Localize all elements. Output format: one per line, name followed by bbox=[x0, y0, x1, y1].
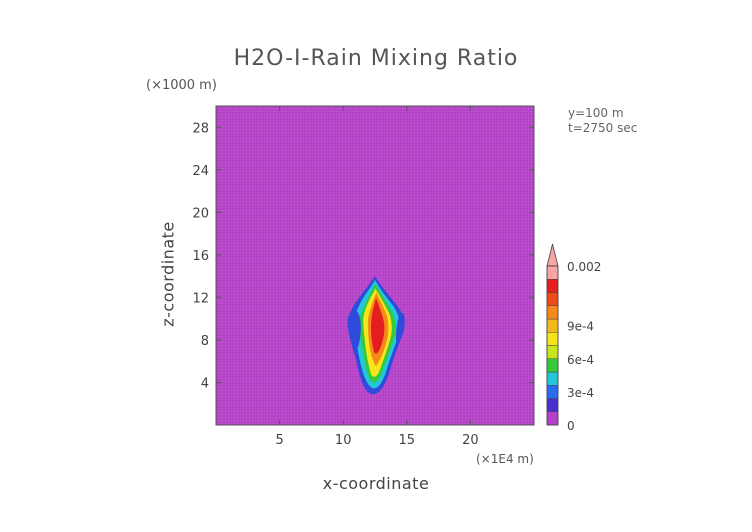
colorbar-segment-9 bbox=[546, 292, 559, 306]
colorbar-segment-0 bbox=[546, 411, 559, 426]
y-tick-label-3: 16 bbox=[192, 249, 209, 264]
colorbar-extend-arrow bbox=[546, 243, 559, 267]
left-streak bbox=[349, 310, 361, 352]
colorbar-label-2: 6e-4 bbox=[567, 353, 594, 367]
y-axis-unit: (×1000 m) bbox=[146, 78, 217, 93]
y-tick-label-4: 20 bbox=[192, 206, 209, 221]
annotation-y-location: y=100 m bbox=[568, 106, 624, 120]
axis-frame bbox=[215, 105, 535, 426]
x-axis-label: x-coordinate bbox=[322, 474, 430, 493]
x-ticks: 5 10 15 20 bbox=[275, 106, 479, 448]
x-axis-unit: (×1E4 m) bbox=[476, 452, 534, 466]
colorbar: 0 3e-4 6e-4 9e-4 0.002 bbox=[546, 243, 601, 433]
y-tick-label-6: 28 bbox=[192, 121, 209, 136]
colorbar-segment-6 bbox=[546, 332, 559, 346]
colorbar-label-0: 0 bbox=[567, 419, 575, 433]
colorbar-segment-4 bbox=[546, 358, 559, 373]
y-ticks: 4 8 12 16 20 24 28 bbox=[192, 121, 534, 391]
colorbar-segment-8 bbox=[546, 305, 559, 320]
y-tick-label-0: 4 bbox=[201, 376, 209, 391]
x-tick-label-3: 20 bbox=[462, 433, 479, 448]
colorbar-segment-5 bbox=[546, 345, 559, 359]
y-tick-label-1: 8 bbox=[201, 334, 209, 349]
colorbar-segment-7 bbox=[546, 318, 559, 333]
y-tick-label-2: 12 bbox=[192, 291, 209, 306]
contour-level-red bbox=[371, 298, 385, 354]
colorbar-segment-11 bbox=[546, 265, 559, 280]
y-tick-label-5: 24 bbox=[192, 164, 209, 179]
x-tick-label-0: 5 bbox=[275, 433, 283, 448]
colorbar-segment-2 bbox=[546, 385, 559, 399]
colorbar-frame bbox=[546, 265, 559, 426]
colorbar-label-1: 3e-4 bbox=[567, 386, 594, 400]
right-streak bbox=[396, 312, 405, 343]
colorbar-segment-3 bbox=[546, 371, 559, 386]
colorbar-segment-1 bbox=[546, 398, 559, 412]
colorbar-label-3: 9e-4 bbox=[567, 320, 594, 334]
annotation-time: t=2750 sec bbox=[568, 121, 638, 135]
chart-title: H2O-I-Rain Mixing Ratio bbox=[233, 46, 519, 71]
rain-mixing-ratio-field bbox=[347, 276, 405, 395]
x-tick-label-2: 15 bbox=[399, 433, 416, 448]
colorbar-segment-10 bbox=[546, 279, 559, 293]
x-tick-label-1: 10 bbox=[335, 433, 352, 448]
colorbar-label-4: 0.002 bbox=[567, 260, 601, 274]
